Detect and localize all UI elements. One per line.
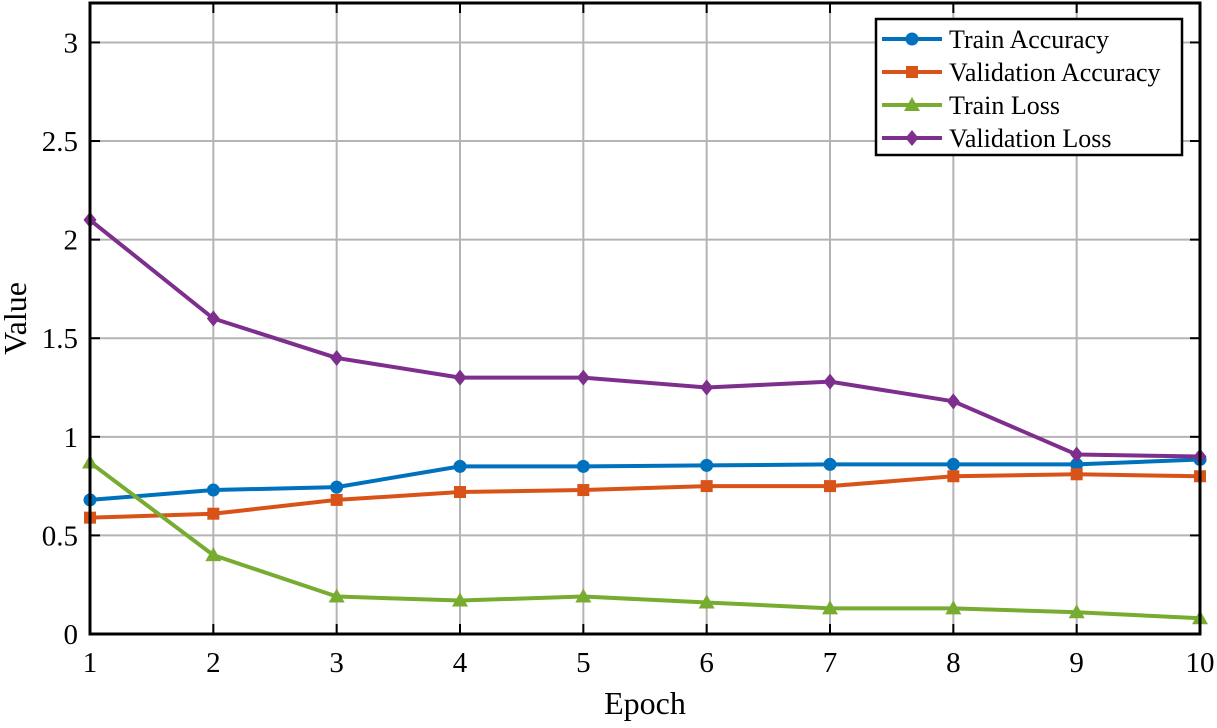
y-tick-label: 1: [64, 422, 79, 454]
x-tick-label: 6: [699, 647, 714, 679]
data-point-train-accuracy: [206, 483, 220, 497]
data-point-validation-loss: [576, 369, 590, 386]
x-tick-label: 5: [576, 647, 591, 679]
data-point-train-accuracy: [330, 480, 344, 494]
legend-marker: [905, 130, 919, 146]
x-tick-label: 8: [946, 647, 961, 679]
series-train-loss: [82, 454, 1208, 625]
legend-entry-train-accuracy: Train Accuracy: [882, 25, 1109, 54]
legend-box: [874, 17, 1184, 157]
legend-entry-validation-accuracy: Validation Accuracy: [882, 58, 1161, 87]
legend-label: Validation Accuracy: [949, 58, 1161, 87]
data-point-train-loss: [328, 588, 345, 603]
legend-marker: [904, 97, 920, 111]
legend-entry-validation-loss: Validation Loss: [882, 124, 1112, 153]
legend-entry-train-loss: Train Loss: [882, 91, 1060, 120]
data-point-validation-loss: [453, 369, 467, 386]
data-point-train-loss: [698, 594, 715, 609]
data-point-train-loss: [452, 592, 468, 607]
series-line-validation-loss: [88, 218, 1201, 459]
y-tick-label: 0: [64, 619, 79, 651]
data-point-validation-accuracy: [1070, 468, 1083, 481]
data-point-validation-loss: [700, 379, 714, 396]
data-point-train-loss: [1068, 604, 1085, 619]
legend: Train Accuracy Validation Accuracy Train L…: [874, 17, 1184, 157]
legend-marker: [905, 32, 919, 46]
x-tick-label: 7: [823, 647, 838, 679]
x-tick-label: 2: [206, 647, 221, 679]
data-point-validation-loss: [823, 373, 837, 390]
data-point-train-loss: [205, 547, 222, 562]
data-point-validation-loss: [206, 310, 220, 327]
x-tick-label: 10: [1186, 647, 1215, 679]
data-point-validation-loss: [330, 349, 344, 366]
data-point-validation-accuracy: [454, 486, 466, 499]
data-point-validation-loss: [946, 393, 960, 410]
data-point-train-accuracy: [700, 458, 714, 472]
data-point-train-accuracy: [1070, 457, 1084, 471]
data-point-validation-accuracy: [207, 507, 220, 520]
data-point-train-accuracy: [823, 457, 837, 471]
data-point-validation-loss: [1070, 446, 1084, 463]
series-train-accuracy: [83, 452, 1207, 507]
data-point-train-accuracy: [453, 459, 467, 473]
data-point-validation-accuracy: [577, 484, 590, 497]
data-point-train-accuracy: [576, 459, 590, 473]
series-line-train-loss: [88, 460, 1201, 621]
plot-frame: [88, 1, 1202, 636]
data-point-validation-accuracy: [700, 480, 713, 493]
y-axis-title: Value: [0, 282, 33, 355]
axis-ticks: 1 2 3 4 5 6 7 8 9 10 0 0.5 1 1.5 2 2.5 3: [42, 3, 1215, 679]
series-validation-loss: [83, 211, 1207, 465]
legend-label: Train Accuracy: [949, 25, 1109, 54]
y-tick-label: 3: [64, 27, 79, 59]
x-tick-label: 1: [83, 647, 98, 679]
series-line-train-accuracy: [89, 457, 1201, 502]
x-tick-label: 3: [329, 647, 344, 679]
legend-marker: [906, 66, 918, 78]
data-point-train-loss: [822, 600, 838, 615]
x-tick-label: 4: [453, 647, 468, 679]
series-lines: [82, 211, 1208, 625]
data-point-train-loss: [575, 588, 592, 603]
x-tick-label: 9: [1069, 647, 1084, 679]
data-point-train-accuracy: [946, 457, 960, 471]
legend-label: Train Loss: [949, 91, 1060, 120]
legend-label: Validation Loss: [949, 124, 1112, 153]
data-point-validation-accuracy: [947, 470, 960, 483]
series-line-validation-accuracy: [89, 472, 1201, 520]
x-axis-title: Epoch: [604, 685, 686, 721]
data-point-validation-accuracy: [330, 493, 343, 506]
data-point-train-loss: [945, 600, 962, 615]
y-tick-label: 2.5: [42, 126, 78, 158]
y-tick-label: 2: [64, 225, 79, 257]
series-validation-accuracy: [84, 468, 1206, 524]
data-point-validation-accuracy: [824, 480, 836, 493]
y-tick-label: 1.5: [42, 323, 78, 355]
y-tick-label: 0.5: [42, 520, 78, 552]
